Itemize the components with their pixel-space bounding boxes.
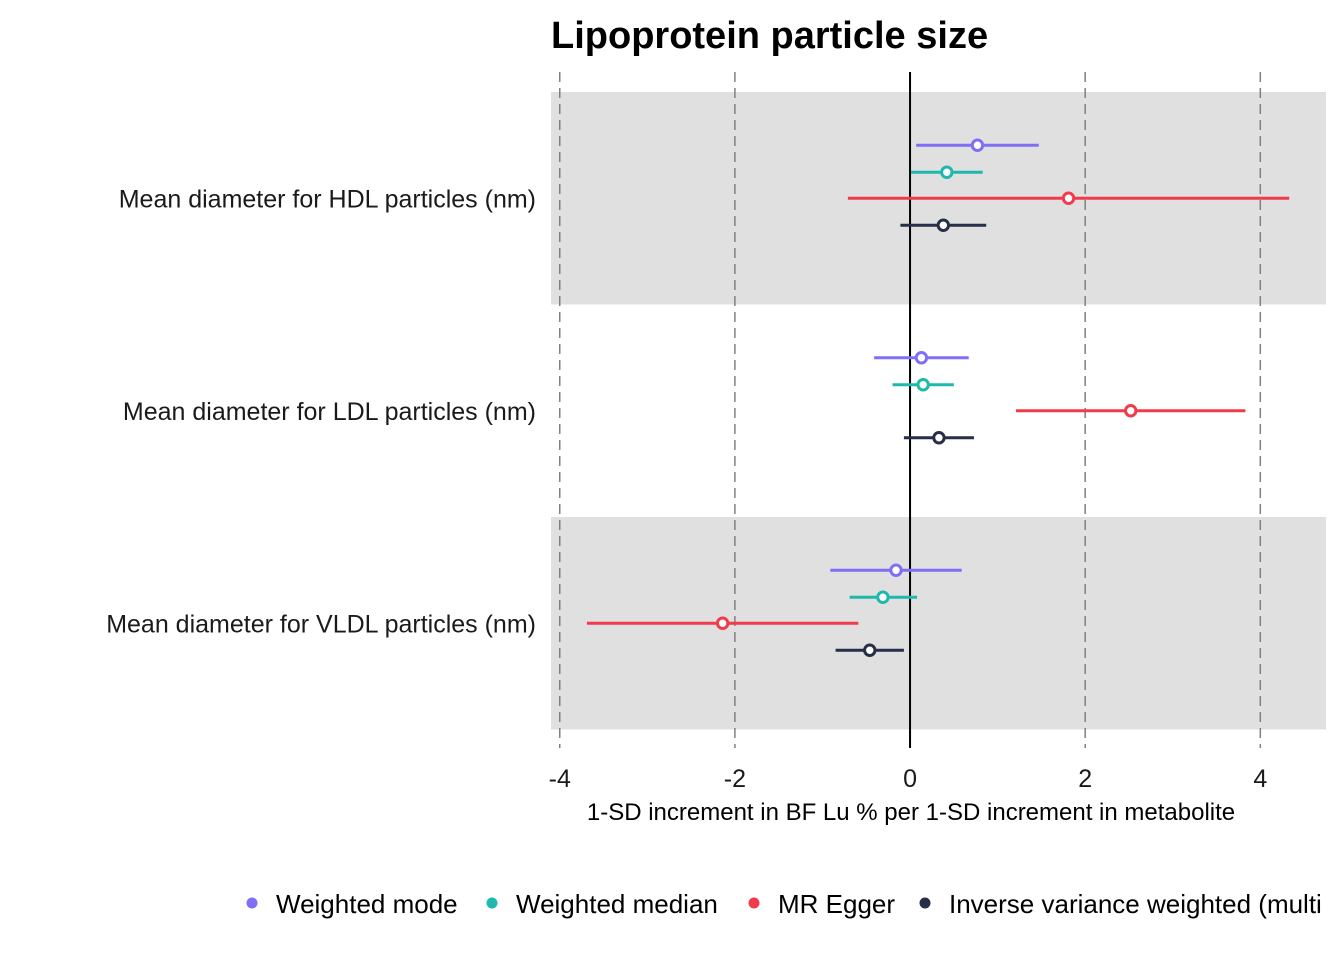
x-tick-label: 4 (1253, 765, 1267, 793)
legend-label: Weighted median (516, 889, 718, 919)
estimate-point (1124, 404, 1138, 418)
estimate-point (1061, 191, 1076, 205)
legend-key (246, 897, 258, 909)
x-axis-ticks: -4 -2 0 2 4 (549, 765, 1268, 793)
row-label: Mean diameter for HDL particles (nm) (119, 185, 536, 213)
row-labels: Mean diameter for HDL particles (nm) Mean… (106, 185, 536, 638)
legend-label: Weighted mode (276, 889, 458, 919)
legend-key (486, 897, 498, 909)
chart-title: Lipoprotein particle size (551, 15, 988, 57)
x-tick-label: 0 (903, 765, 917, 793)
estimate-point (914, 351, 929, 365)
grid-lines (559, 72, 1262, 748)
estimate-point (970, 138, 985, 152)
row-label: Mean diameter for LDL particles (nm) (123, 398, 536, 426)
estimate-point (936, 218, 951, 232)
x-tick-label: -2 (724, 765, 746, 793)
estimate-point (916, 378, 930, 392)
legend-label: MR Egger (778, 889, 895, 919)
legend-key (748, 897, 760, 909)
estimate-point (863, 643, 877, 657)
row-label: Mean diameter for VLDL particles (nm) (106, 610, 536, 638)
estimate-point (932, 431, 946, 445)
estimate-point (715, 616, 730, 630)
estimate-point (889, 563, 903, 577)
estimate-marks (586, 138, 1290, 657)
legend-label: Inverse variance weighted (multi (949, 889, 1322, 919)
legend: Weighted mode Weighted median MR Egger Inve… (246, 889, 1322, 919)
estimate-point (876, 590, 890, 604)
x-tick-label: 2 (1078, 765, 1092, 793)
legend-key (919, 897, 931, 909)
x-axis-label: 1-SD increment in BF Lu % per 1-SD incre… (587, 799, 1235, 826)
x-tick-label: -4 (549, 765, 571, 793)
estimate-point (940, 165, 954, 179)
